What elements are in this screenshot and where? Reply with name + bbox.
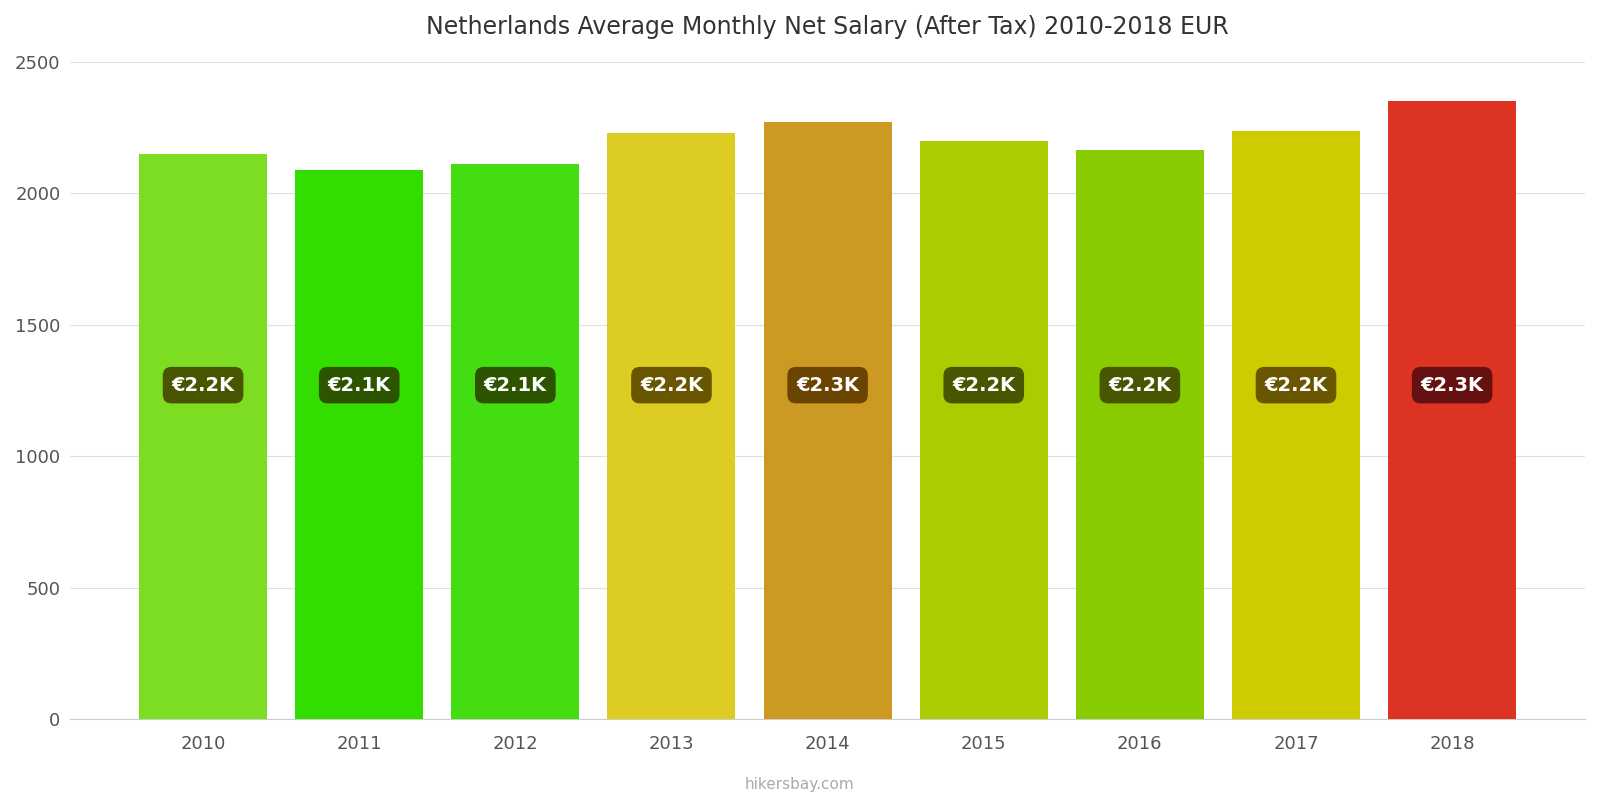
Text: hikersbay.com: hikersbay.com	[746, 777, 854, 792]
Bar	[139, 154, 267, 719]
Bar	[920, 141, 1048, 719]
Text: €2.2K: €2.2K	[952, 376, 1016, 394]
Text: €2.2K: €2.2K	[171, 376, 235, 394]
Text: €2.2K: €2.2K	[640, 376, 702, 394]
Text: €2.3K: €2.3K	[1421, 376, 1483, 394]
Bar	[296, 170, 424, 719]
Text: €2.1K: €2.1K	[328, 376, 390, 394]
Text: €2.2K: €2.2K	[1109, 376, 1171, 394]
Title: Netherlands Average Monthly Net Salary (After Tax) 2010-2018 EUR: Netherlands Average Monthly Net Salary (…	[426, 15, 1229, 39]
Bar	[763, 122, 891, 719]
Bar	[1389, 102, 1517, 719]
Text: €2.2K: €2.2K	[1264, 376, 1328, 394]
Bar	[608, 133, 736, 719]
Bar	[451, 164, 579, 719]
Text: €2.1K: €2.1K	[483, 376, 547, 394]
Bar	[1075, 150, 1203, 719]
Text: €2.3K: €2.3K	[797, 376, 859, 394]
Bar	[1232, 131, 1360, 719]
